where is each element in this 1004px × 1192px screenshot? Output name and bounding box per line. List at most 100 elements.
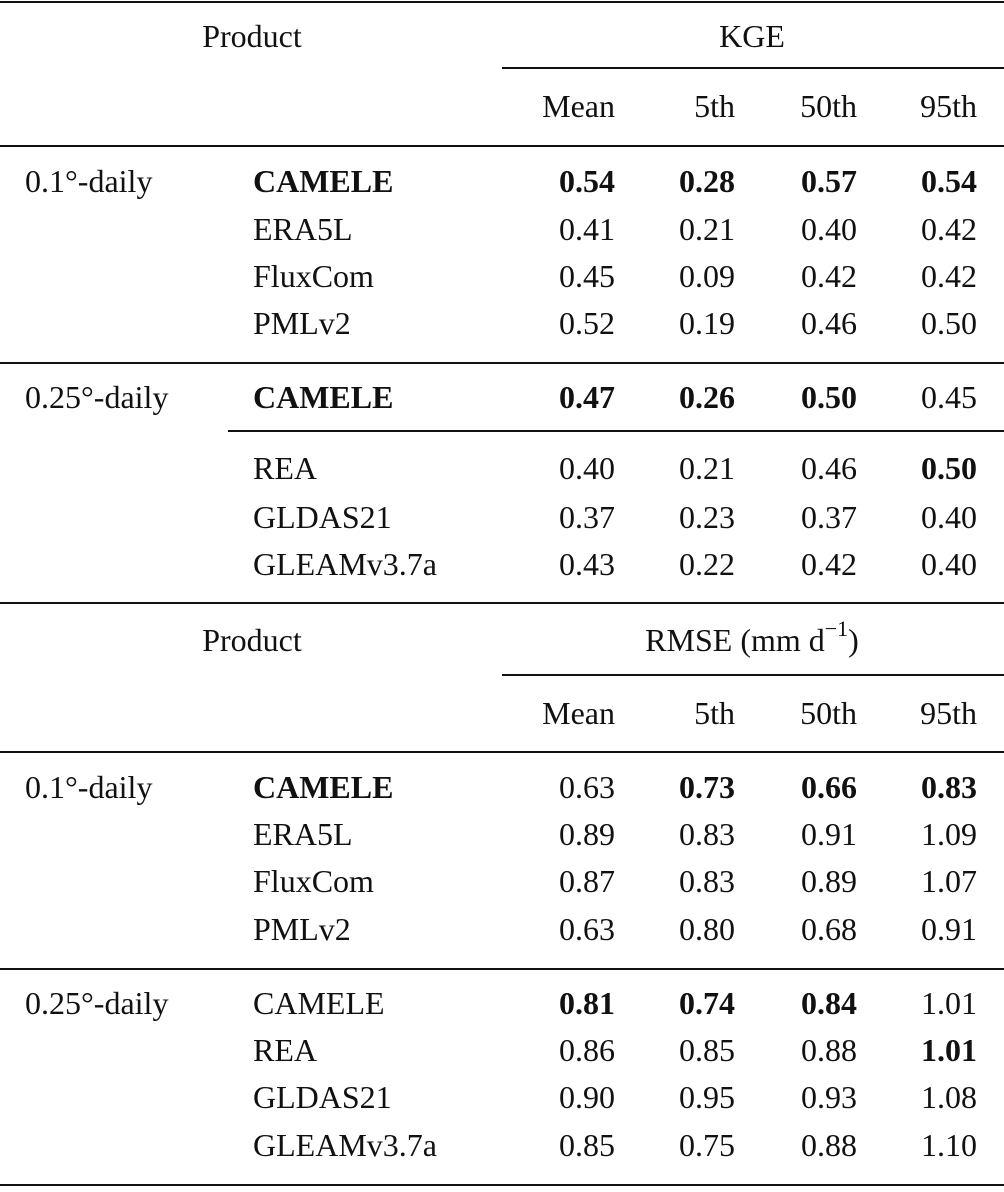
metric-value: 0.83 xyxy=(921,769,977,805)
column-header: 50th xyxy=(800,88,857,124)
metric-value: 1.09 xyxy=(921,816,977,852)
product-name: ERA5L xyxy=(253,211,353,247)
column-header: 95th xyxy=(920,695,977,731)
metric-value: 0.19 xyxy=(679,305,735,341)
column-header: 5th xyxy=(694,695,735,731)
metric-value: 0.45 xyxy=(559,258,615,294)
metric-value: 0.50 xyxy=(801,379,857,415)
column-header: Mean xyxy=(542,695,615,731)
group-label: 0.25°-daily xyxy=(25,985,168,1021)
metric-value: 0.74 xyxy=(679,985,735,1021)
metric-value: 0.91 xyxy=(801,816,857,852)
metric-value: 0.42 xyxy=(801,546,857,582)
group-label: 0.1°-daily xyxy=(25,769,152,805)
metric-value: 0.28 xyxy=(679,163,735,199)
metric-value: 0.54 xyxy=(921,163,977,199)
metric-value: 0.41 xyxy=(559,211,615,247)
product-name: PMLv2 xyxy=(253,305,351,341)
metric-value: 0.47 xyxy=(559,379,615,415)
metric-value: 0.50 xyxy=(921,450,977,486)
metric-value: 0.46 xyxy=(801,305,857,341)
metric-value: 0.52 xyxy=(559,305,615,341)
metric-value: 0.95 xyxy=(679,1079,735,1115)
product-name: CAMELE xyxy=(253,163,393,199)
metric-label: RMSE (mm d xyxy=(645,622,825,658)
metric-value: 0.21 xyxy=(679,211,735,247)
metric-value: 1.01 xyxy=(921,1032,977,1068)
metric-value: 0.26 xyxy=(679,379,735,415)
metric-value: 0.37 xyxy=(801,499,857,535)
product-name: CAMELE xyxy=(253,769,393,805)
header-metric: KGE xyxy=(719,18,785,54)
product-name: GLEAMv3.7a xyxy=(253,546,437,582)
group-label: 0.1°-daily xyxy=(25,163,152,199)
metric-value: 0.86 xyxy=(559,1032,615,1068)
metric-value: 0.88 xyxy=(801,1032,857,1068)
metric-value: 0.40 xyxy=(559,450,615,486)
column-header: 95th xyxy=(920,88,977,124)
metric-superscript: −1 xyxy=(825,616,848,641)
group-label: 0.25°-daily xyxy=(25,379,168,415)
metric-value: 1.10 xyxy=(921,1127,977,1163)
column-header: 5th xyxy=(694,88,735,124)
metric-value: 0.46 xyxy=(801,450,857,486)
product-name: GLDAS21 xyxy=(253,499,392,535)
header-product: Product xyxy=(202,622,302,658)
header-metric: RMSE (mm d−1) xyxy=(645,616,859,659)
metric-value: 0.40 xyxy=(921,546,977,582)
metric-value: 0.89 xyxy=(801,863,857,899)
metric-value: 0.75 xyxy=(679,1127,735,1163)
metric-suffix: ) xyxy=(848,622,859,658)
metric-value: 0.42 xyxy=(801,258,857,294)
product-name: ERA5L xyxy=(253,816,353,852)
product-name: REA xyxy=(253,1032,317,1068)
metric-value: 0.50 xyxy=(921,305,977,341)
metric-value: 0.73 xyxy=(679,769,735,805)
metric-value: 1.01 xyxy=(921,985,977,1021)
metric-value: 0.68 xyxy=(801,911,857,947)
metric-value: 0.21 xyxy=(679,450,735,486)
metric-value: 0.40 xyxy=(801,211,857,247)
metric-value: 0.85 xyxy=(679,1032,735,1068)
metric-value: 0.80 xyxy=(679,911,735,947)
metric-value: 0.54 xyxy=(559,163,615,199)
metric-value: 0.63 xyxy=(559,911,615,947)
metric-value: 1.08 xyxy=(921,1079,977,1115)
metric-label: KGE xyxy=(719,18,785,54)
metric-value: 0.45 xyxy=(921,379,977,415)
product-name: GLEAMv3.7a xyxy=(253,1127,437,1163)
column-header: Mean xyxy=(542,88,615,124)
product-name: FluxCom xyxy=(253,258,374,294)
metric-value: 0.66 xyxy=(801,769,857,805)
column-header: 50th xyxy=(800,695,857,731)
metric-value: 0.83 xyxy=(679,816,735,852)
product-name: CAMELE xyxy=(253,985,385,1021)
metric-value: 0.89 xyxy=(559,816,615,852)
header-product: Product xyxy=(202,18,302,54)
product-name: REA xyxy=(253,450,317,486)
metric-value: 0.87 xyxy=(559,863,615,899)
metric-value: 0.84 xyxy=(801,985,857,1021)
metric-value: 0.81 xyxy=(559,985,615,1021)
metric-value: 0.90 xyxy=(559,1079,615,1115)
metric-value: 0.83 xyxy=(679,863,735,899)
product-name: CAMELE xyxy=(253,379,393,415)
metric-value: 0.37 xyxy=(559,499,615,535)
metric-value: 0.63 xyxy=(559,769,615,805)
metric-value: 0.09 xyxy=(679,258,735,294)
metric-value: 0.85 xyxy=(559,1127,615,1163)
metric-value: 0.88 xyxy=(801,1127,857,1163)
metric-value: 0.93 xyxy=(801,1079,857,1115)
metric-value: 0.43 xyxy=(559,546,615,582)
product-name: GLDAS21 xyxy=(253,1079,392,1115)
product-name: PMLv2 xyxy=(253,911,351,947)
metric-value: 0.22 xyxy=(679,546,735,582)
metric-value: 0.40 xyxy=(921,499,977,535)
metric-value: 0.42 xyxy=(921,258,977,294)
metric-value: 0.42 xyxy=(921,211,977,247)
metric-value: 0.57 xyxy=(801,163,857,199)
product-name: FluxCom xyxy=(253,863,374,899)
metric-value: 0.91 xyxy=(921,911,977,947)
